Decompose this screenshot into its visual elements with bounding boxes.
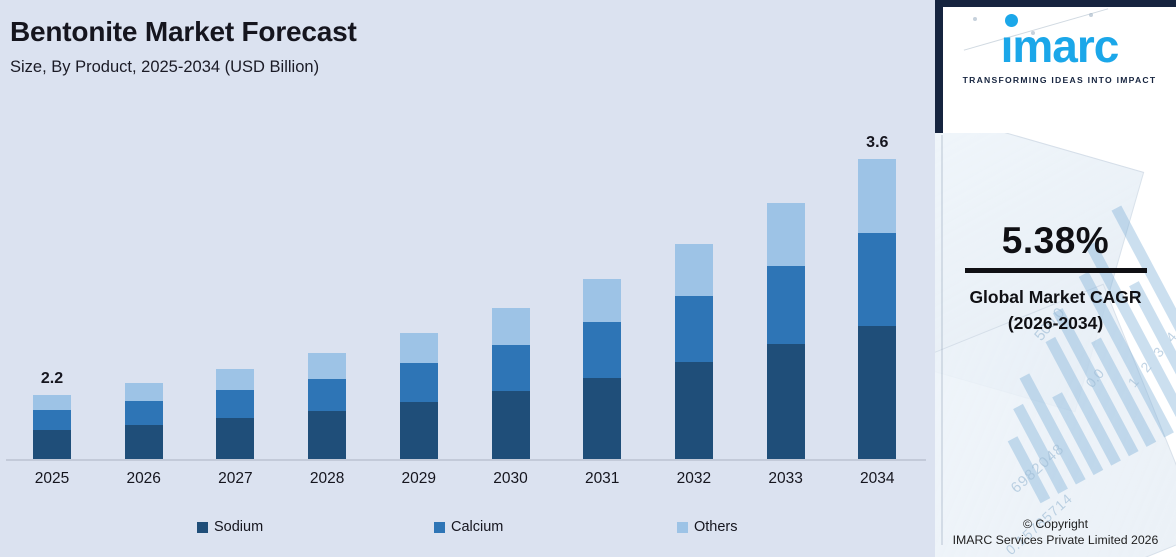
chart-title: Bentonite Market Forecast	[10, 16, 357, 47]
x-axis-labels: 2025 2026 2027 2028 2029 2030 2031 2032 2033 2034	[0, 470, 935, 492]
bar-2033	[766, 203, 805, 460]
bar-segment-sodium-2032	[674, 362, 713, 460]
legend-swatch-sodium	[197, 521, 208, 533]
cagr-block: 5.38% Global Market CAGR (2026-2034)	[935, 220, 1176, 337]
x-axis-label-2029: 2029	[401, 470, 437, 487]
x-axis-label-2030: 2030	[493, 470, 528, 487]
bar-segment-sodium-2029	[399, 402, 438, 460]
x-axis-label-2034: 2034	[860, 470, 895, 487]
legend-item-others: Others	[677, 519, 738, 535]
chart-plot: 2.2 3.6	[0, 120, 935, 460]
copyright: © Copyright IMARC Services Private Limit…	[935, 516, 1176, 549]
chart-header: Bentonite Market Forecast Size, By Produ…	[10, 16, 357, 77]
bar-2025	[33, 395, 71, 460]
legend-item-calcium: Calcium	[434, 519, 503, 535]
legend-label-calcium: Calcium	[451, 519, 504, 535]
bar-2032	[674, 244, 713, 460]
x-axis-label-2028: 2028	[309, 470, 345, 487]
bar-segment-sodium-2030	[491, 391, 530, 460]
logo-dot-icon	[1004, 14, 1018, 27]
bar-segment-calcium-2028	[308, 379, 347, 411]
copyright-line1: © Copyright	[1022, 516, 1089, 531]
cagr-label-line1: Global Market CAGR	[969, 287, 1142, 307]
bar-2028	[308, 353, 347, 460]
bar-segment-others-2027	[216, 369, 255, 390]
imarc-logo: ımarc TRANSFORMING IDEAS INTO IMPACT	[943, 7, 1176, 133]
bar-segment-sodium-2026	[124, 425, 163, 460]
x-axis-label-2026: 2026	[126, 470, 161, 487]
bar-segment-calcium-2033	[766, 266, 805, 344]
bar-segment-others-2028	[308, 353, 347, 379]
legend-label-sodium: Sodium	[214, 519, 264, 535]
bar-segment-calcium-2031	[583, 322, 622, 378]
bar-segment-calcium-2029	[399, 363, 438, 402]
bar-2029	[399, 333, 438, 460]
bar-2030	[491, 308, 530, 460]
panel-edge-divider	[941, 135, 943, 545]
bar-value-label-2025: 2.2	[40, 370, 64, 387]
bar-segment-calcium-2026	[124, 401, 163, 425]
cagr-label-line2: (2026-2034)	[1007, 313, 1104, 334]
watermark-dots-icon	[973, 17, 977, 21]
bar-segment-others-2032	[674, 244, 713, 296]
bar-segment-others-2026	[124, 383, 163, 401]
bar-2026	[124, 383, 163, 460]
bar-segment-others-2031	[583, 279, 622, 322]
copyright-line2: IMARC Services Private Limited 2026	[952, 533, 1159, 548]
bar-segment-calcium-2032	[674, 296, 713, 362]
bar-segment-sodium-2034	[858, 326, 897, 460]
chart-legend: Sodium Calcium Others	[0, 519, 935, 541]
bar-segment-others-2025	[33, 395, 71, 410]
legend-item-sodium: Sodium	[197, 519, 263, 535]
bar-2034	[858, 159, 897, 460]
bar-segment-sodium-2028	[308, 411, 347, 460]
x-axis-label-2027: 2027	[218, 470, 253, 487]
logo-text: ımarc	[1000, 20, 1120, 72]
legend-swatch-calcium	[434, 521, 445, 533]
x-axis-line	[6, 459, 926, 461]
bar-segment-sodium-2033	[766, 344, 805, 460]
right-panel: 500.0 0.0 1 2 3 4 6982048 0.15785714 ımarc T…	[935, 0, 1176, 557]
cagr-underline	[964, 268, 1147, 273]
x-axis-label-2025: 2025	[34, 470, 70, 487]
bar-2027	[216, 369, 255, 460]
legend-label-others: Others	[694, 519, 738, 535]
bar-2031	[583, 279, 622, 460]
bar-segment-calcium-2030	[491, 345, 530, 391]
chart-area: Bentonite Market Forecast Size, By Produ…	[0, 16, 935, 541]
bar-segment-calcium-2025	[33, 410, 71, 430]
cagr-value: 5.38%	[1001, 220, 1110, 261]
bar-segment-calcium-2034	[858, 233, 897, 326]
bar-segment-calcium-2027	[216, 390, 255, 418]
legend-swatch-others	[677, 521, 688, 533]
bar-value-label-2034: 3.6	[866, 134, 889, 151]
bar-segment-sodium-2027	[216, 418, 255, 460]
x-axis-label-2033: 2033	[768, 470, 803, 487]
logo-tagline: TRANSFORMING IDEAS INTO IMPACT	[962, 74, 1157, 85]
bar-segment-others-2030	[491, 308, 530, 345]
x-axis-label-2032: 2032	[676, 470, 712, 487]
x-axis-label-2031: 2031	[584, 470, 620, 487]
bar-segment-sodium-2031	[583, 378, 622, 460]
logo-wordmark: ımarc	[1000, 14, 1120, 72]
bar-segment-others-2029	[399, 333, 438, 363]
chart-subtitle: Size, By Product, 2025-2034 (USD Billion…	[10, 58, 320, 76]
bar-segment-sodium-2025	[33, 430, 71, 460]
bar-segment-others-2033	[766, 203, 805, 266]
bar-segment-others-2034	[858, 159, 897, 233]
